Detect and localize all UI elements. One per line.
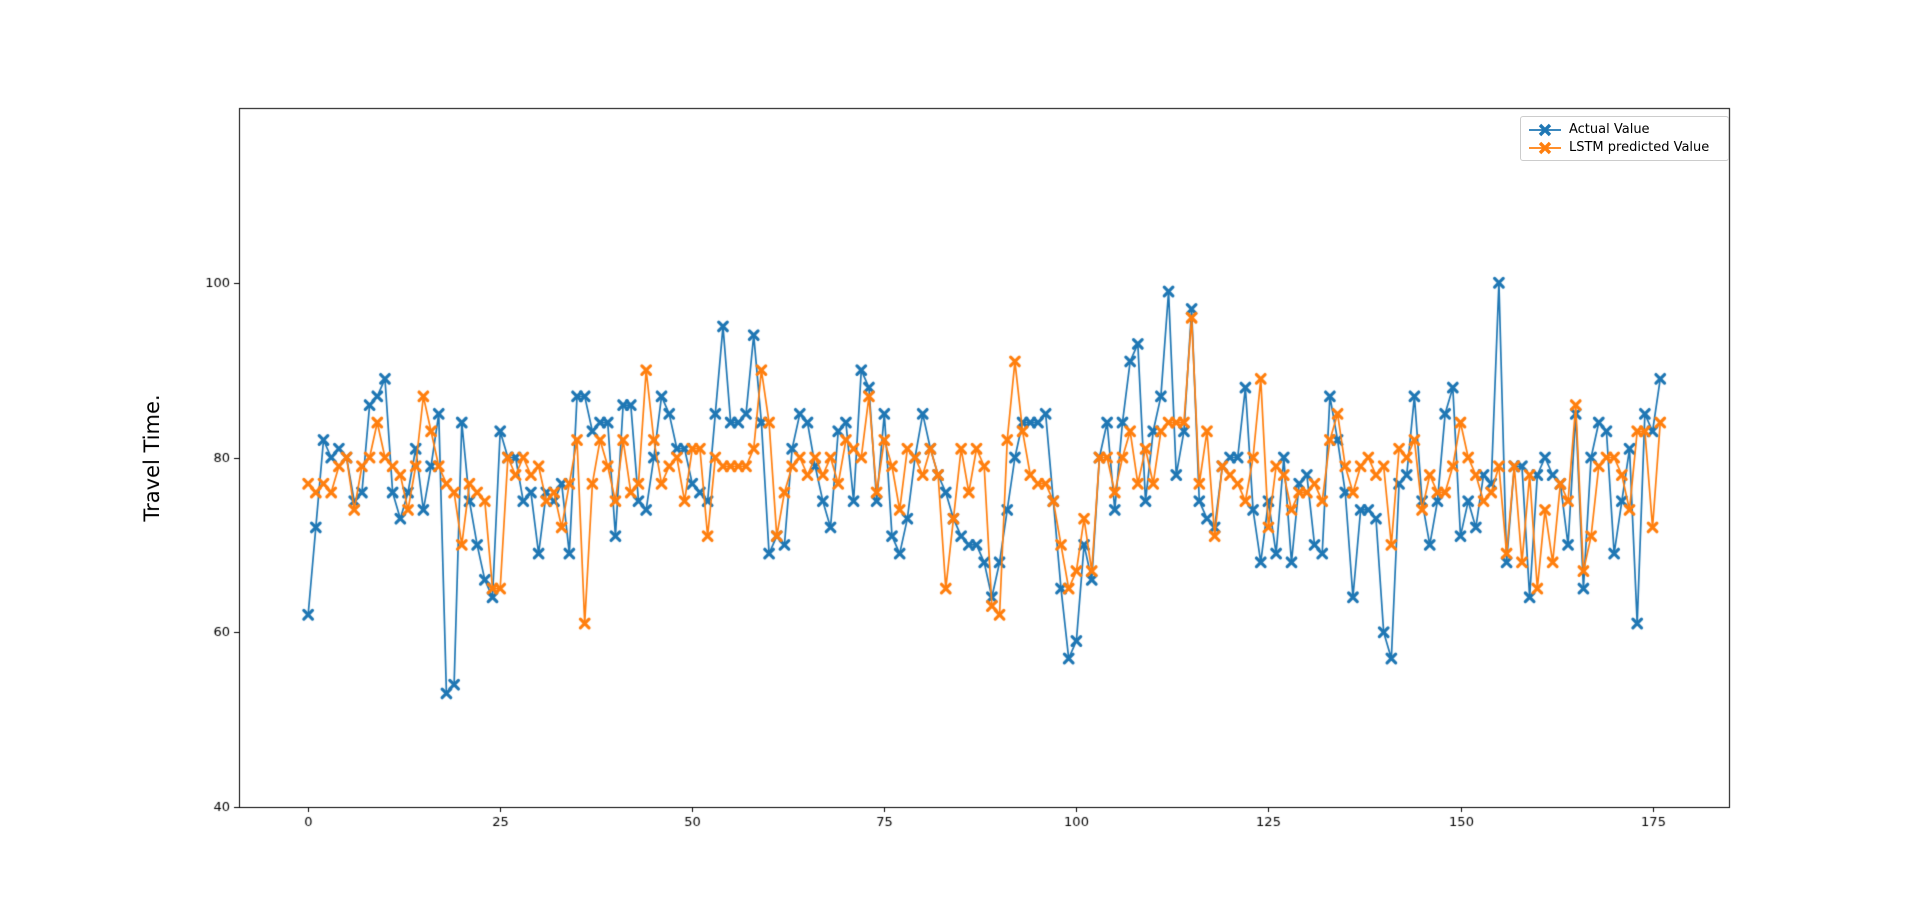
legend-label-actual-value: Actual Value	[1569, 122, 1650, 137]
legend-label-lstm-predicted-value: LSTM predicted Value	[1569, 140, 1710, 155]
legend-item-lstm-predicted-value: LSTM predicted Value	[1528, 140, 1720, 155]
legend-item-actual-value: Actual Value	[1528, 122, 1720, 137]
y-axis-label: Travel Time.	[140, 394, 164, 522]
legend: Actual Value LSTM predicted Value	[1520, 116, 1729, 161]
legend-line-x-marker-icon	[1529, 123, 1561, 136]
legend-line-x-marker-icon	[1529, 141, 1561, 154]
